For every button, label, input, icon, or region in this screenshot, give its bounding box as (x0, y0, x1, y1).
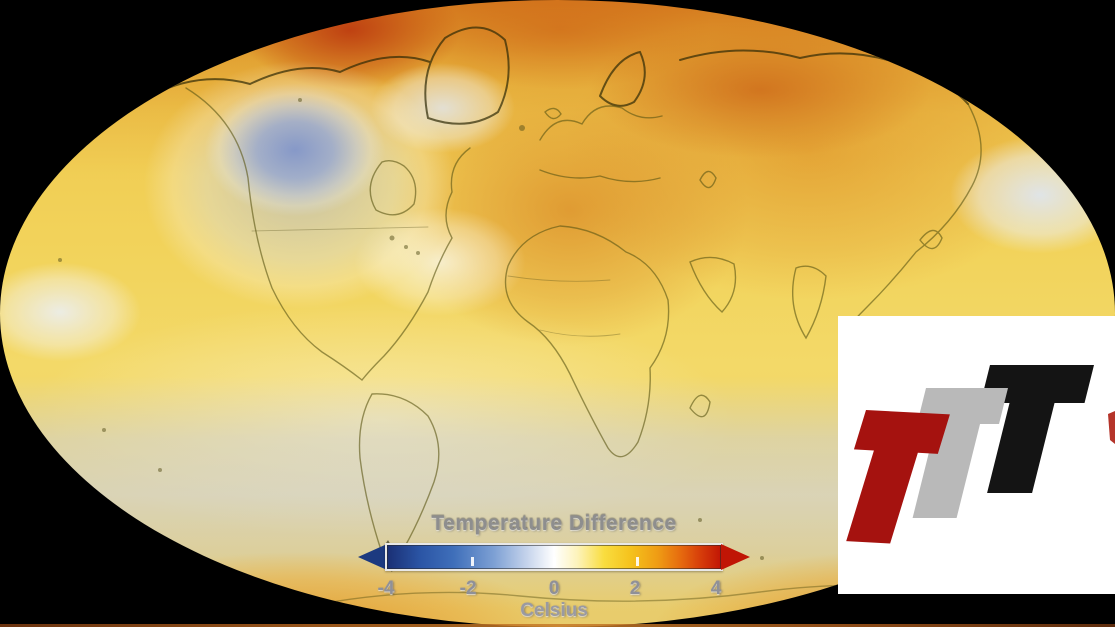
triple-t-logo (846, 365, 1115, 544)
arctic-coastlines (149, 26, 969, 125)
scale-tick (471, 557, 474, 566)
scale-arrow-right-icon (721, 544, 750, 570)
scale-tick (636, 557, 639, 566)
logo-fragment-red (1108, 411, 1115, 444)
antarctic-coastline (319, 584, 1051, 605)
scale-tick-label: 2 (629, 578, 641, 599)
legend-title: Temperature Difference (431, 512, 677, 535)
color-scale-legend: Temperature Difference -4 -2 0 2 4 Celsi… (358, 512, 750, 624)
watermark-logo-box (838, 316, 1115, 594)
scale-tick-label: -4 (377, 578, 395, 599)
island-specks (58, 98, 764, 560)
continent-coastlines (185, 87, 982, 564)
scale-tick-label: 4 (710, 578, 722, 599)
logo-letter-t-black (980, 365, 1094, 493)
color-scale-row (358, 543, 750, 571)
scale-unit-label: Celsius (520, 600, 588, 621)
scale-tick-label: -2 (459, 578, 477, 599)
frame-edge-strip (0, 624, 1115, 627)
logo-letter-t-red (846, 410, 950, 544)
scale-arrow-left-icon (358, 544, 387, 570)
scale-tick-label: 0 (548, 578, 560, 599)
color-scale-bar (385, 543, 723, 571)
border-lines (251, 226, 621, 337)
scale-tick (553, 557, 556, 566)
